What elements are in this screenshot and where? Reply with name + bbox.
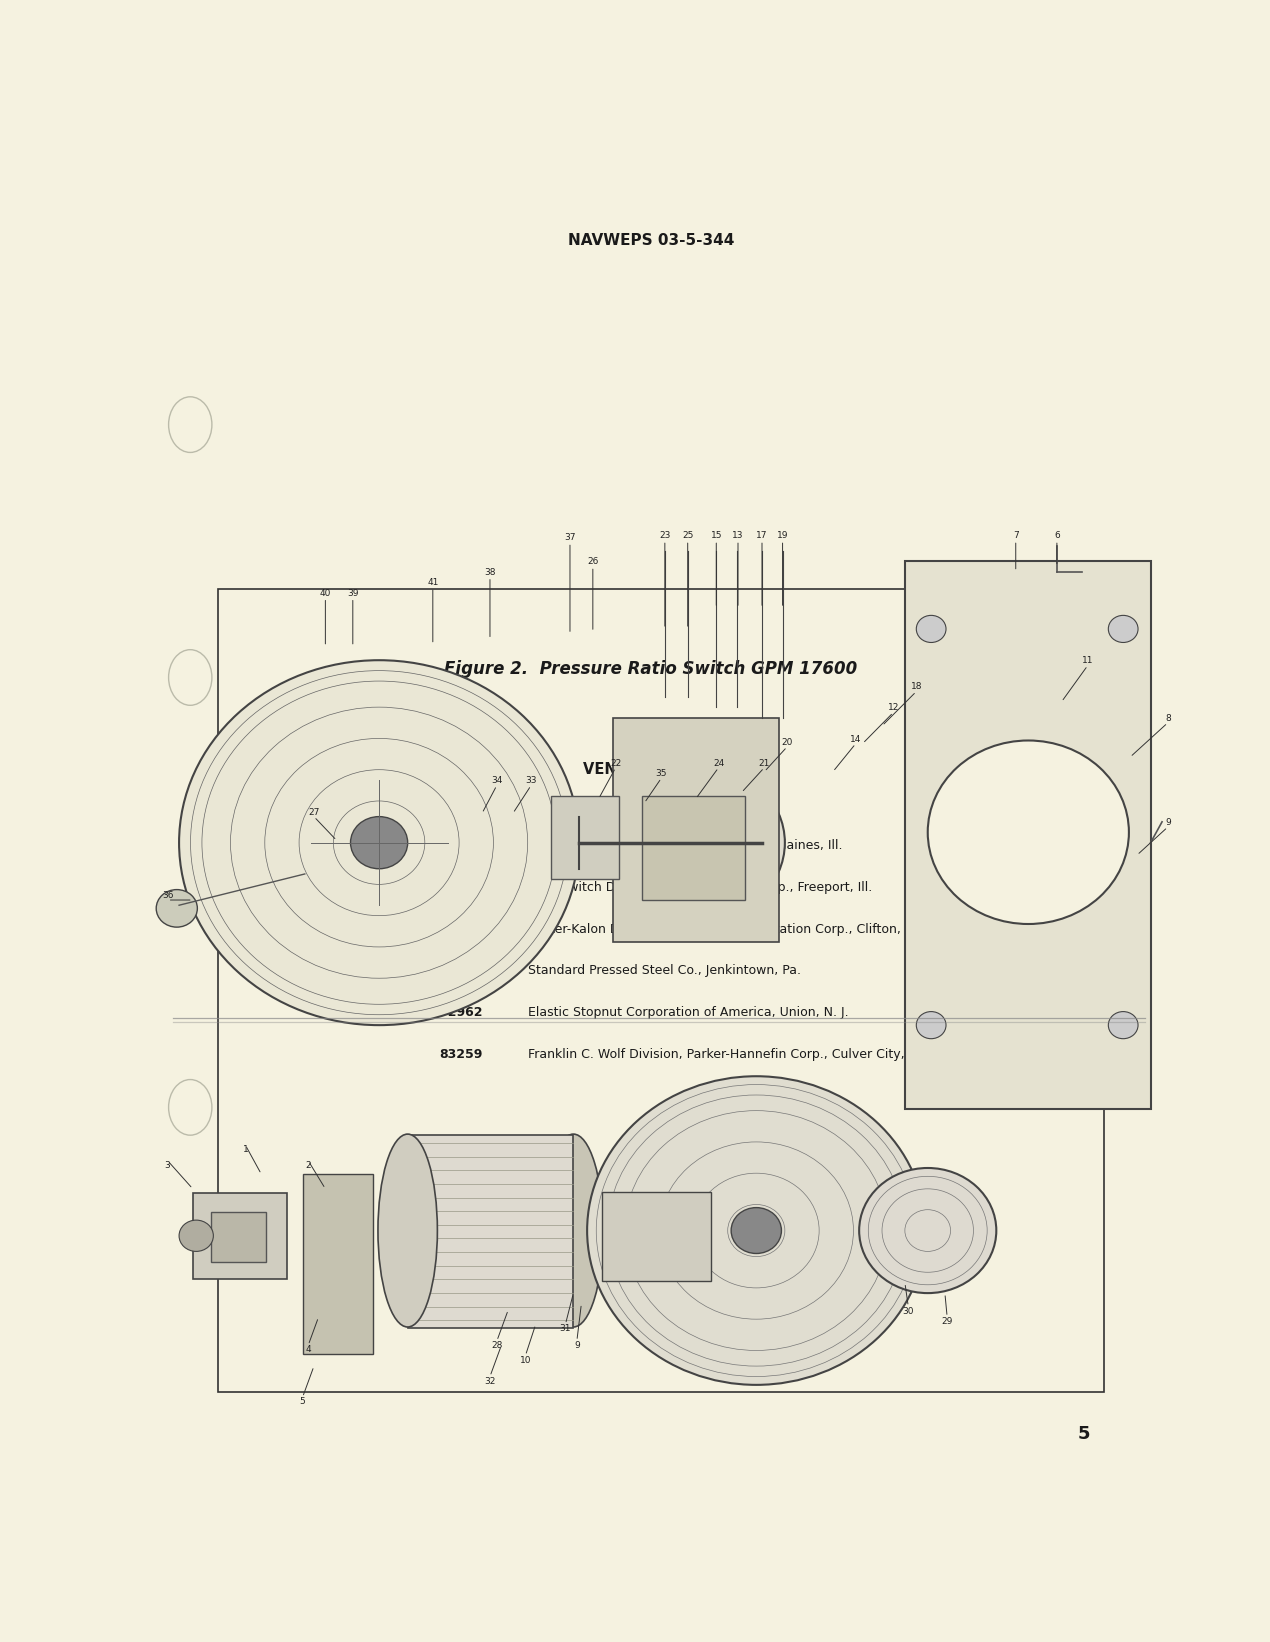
Text: 11: 11 — [1082, 657, 1093, 665]
Circle shape — [169, 650, 212, 706]
Text: 2: 2 — [305, 1161, 311, 1169]
Text: 35: 35 — [655, 768, 667, 778]
Text: 23: 23 — [659, 532, 671, 540]
Bar — [302, 1174, 373, 1353]
Bar — [613, 718, 779, 943]
Circle shape — [859, 1167, 997, 1294]
Circle shape — [179, 1220, 213, 1251]
Text: 5: 5 — [300, 1397, 305, 1407]
Bar — [602, 1192, 711, 1281]
Text: 15: 15 — [710, 532, 723, 540]
Bar — [904, 562, 1151, 1108]
Text: 83259: 83259 — [439, 1048, 483, 1061]
Text: 27: 27 — [309, 808, 320, 816]
Text: Fastex Division, Illinois Tool Works, Des Plaines, Ill.: Fastex Division, Illinois Tool Works, De… — [528, 839, 842, 852]
Text: 45722: 45722 — [439, 923, 483, 936]
Circle shape — [613, 765, 785, 921]
Circle shape — [587, 1076, 926, 1384]
Text: 37: 37 — [564, 534, 575, 542]
Circle shape — [916, 1011, 946, 1039]
Bar — [218, 589, 1104, 1392]
Bar — [550, 796, 620, 878]
Text: 39: 39 — [347, 588, 358, 598]
Text: Vendors’ Name & Address: Vendors’ Name & Address — [528, 801, 721, 814]
Text: Elastic Stopnut Corporation of America, Union, N. J.: Elastic Stopnut Corporation of America, … — [528, 1007, 848, 1020]
Text: 41: 41 — [427, 578, 438, 588]
Text: 40228: 40228 — [439, 880, 483, 893]
Text: 6: 6 — [1054, 532, 1059, 540]
Text: 21: 21 — [758, 759, 770, 767]
Text: 18: 18 — [911, 683, 922, 691]
Circle shape — [169, 397, 212, 453]
Bar — [211, 1212, 265, 1261]
Text: Figure 2.  Pressure Ratio Switch GPM 17600: Figure 2. Pressure Ratio Switch GPM 1760… — [444, 660, 857, 678]
Circle shape — [156, 890, 197, 928]
Ellipse shape — [378, 1135, 437, 1327]
Text: 17: 17 — [756, 532, 768, 540]
Text: Microswitch Division, First Industrial Corp., Freeport, Ill.: Microswitch Division, First Industrial C… — [528, 880, 872, 893]
Text: 3: 3 — [165, 1161, 170, 1169]
Text: 32: 32 — [484, 1376, 495, 1386]
Circle shape — [732, 1207, 781, 1253]
Text: 19: 19 — [777, 532, 789, 540]
Circle shape — [169, 1079, 212, 1135]
Text: 1: 1 — [243, 1144, 248, 1154]
Circle shape — [927, 741, 1129, 924]
Text: 24: 24 — [712, 759, 724, 767]
Circle shape — [179, 660, 579, 1025]
Text: 10: 10 — [519, 1356, 531, 1365]
Text: NAVWEPS 03-5-344: NAVWEPS 03-5-344 — [568, 233, 734, 248]
Text: 20: 20 — [781, 737, 792, 747]
Bar — [193, 1194, 287, 1279]
Text: 72962: 72962 — [439, 1007, 483, 1020]
Circle shape — [916, 616, 946, 642]
Text: VENDORS’ CODE: VENDORS’ CODE — [583, 762, 719, 777]
Circle shape — [1109, 1011, 1138, 1039]
Text: 30323: 30323 — [439, 839, 483, 852]
Text: 22: 22 — [610, 759, 621, 767]
Text: 9: 9 — [1165, 818, 1171, 828]
Text: Franklin C. Wolf Division, Parker-Hannefin Corp., Culver City, Calif.: Franklin C. Wolf Division, Parker-Hannef… — [528, 1048, 940, 1061]
Text: 34: 34 — [491, 777, 503, 785]
Text: 8: 8 — [1165, 714, 1171, 722]
Text: 4: 4 — [305, 1345, 311, 1355]
Bar — [408, 1135, 573, 1327]
Text: 56878: 56878 — [439, 964, 483, 977]
Text: Code: Code — [439, 801, 476, 814]
Text: 31: 31 — [560, 1325, 572, 1333]
Text: 13: 13 — [733, 532, 744, 540]
Text: 7: 7 — [1013, 532, 1019, 540]
Circle shape — [351, 816, 408, 869]
Text: 38: 38 — [484, 568, 495, 576]
Text: 9: 9 — [574, 1342, 579, 1350]
Text: 29: 29 — [941, 1317, 952, 1327]
Text: 36: 36 — [161, 892, 174, 900]
Text: 25: 25 — [682, 532, 693, 540]
Circle shape — [1109, 616, 1138, 642]
Text: Standard Pressed Steel Co., Jenkintown, Pa.: Standard Pressed Steel Co., Jenkintown, … — [528, 964, 801, 977]
Bar — [641, 796, 744, 900]
Text: 28: 28 — [491, 1342, 503, 1350]
Text: 5: 5 — [1078, 1425, 1090, 1443]
Text: 12: 12 — [888, 703, 899, 713]
Text: 30: 30 — [903, 1307, 914, 1315]
Text: 26: 26 — [587, 557, 598, 566]
Ellipse shape — [544, 1135, 603, 1327]
Text: Parker-Kalon Division, General Transportation Corp., Clifton, N. J.: Parker-Kalon Division, General Transport… — [528, 923, 930, 936]
Text: 14: 14 — [850, 734, 861, 744]
Text: 40: 40 — [320, 588, 331, 598]
Text: 33: 33 — [526, 777, 537, 785]
